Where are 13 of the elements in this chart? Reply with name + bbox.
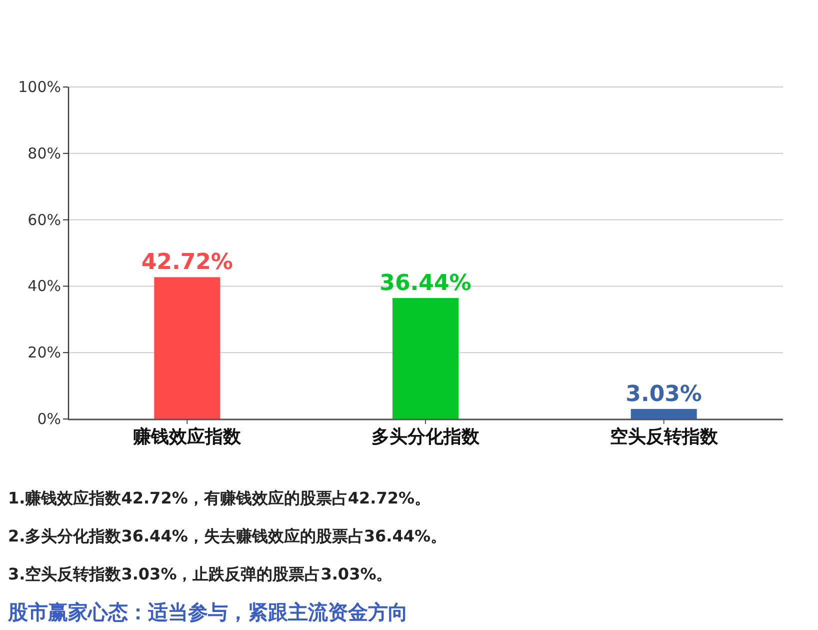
y-tick-label: 40% [28, 277, 61, 296]
y-tick-label: 20% [28, 344, 61, 362]
y-tick-label: 100% [18, 78, 61, 96]
data-label: 42.72% [141, 250, 233, 276]
x-tick-label: 空头反转指数 [610, 426, 719, 448]
y-tick-label: 0% [37, 410, 61, 428]
y-tick-label: 80% [28, 144, 61, 162]
y-tick-label: 60% [28, 210, 61, 229]
x-tick-label: 多头分化指数 [372, 426, 480, 448]
data-label: 3.03% [626, 382, 702, 407]
x-tick-label: 赚钱效应指数 [132, 426, 242, 448]
notes: 1.赚钱效应指数42.72%，有赚钱效应的股票占42.72%。 2.多头分化指数36.44%，失去赚钱效应的股票占36.44%。 3.空头反转指数3.03%，止跌反弹的股票占3.03%。 股市赢家心态：适当参与，紧跟主流资金方向 [8, 488, 446, 624]
data-label: 36.44% [380, 271, 472, 296]
